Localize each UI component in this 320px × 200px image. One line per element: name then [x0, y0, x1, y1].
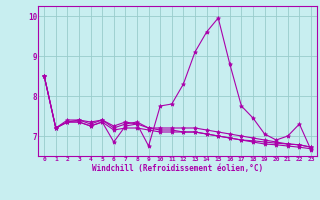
X-axis label: Windchill (Refroidissement éolien,°C): Windchill (Refroidissement éolien,°C): [92, 164, 263, 173]
